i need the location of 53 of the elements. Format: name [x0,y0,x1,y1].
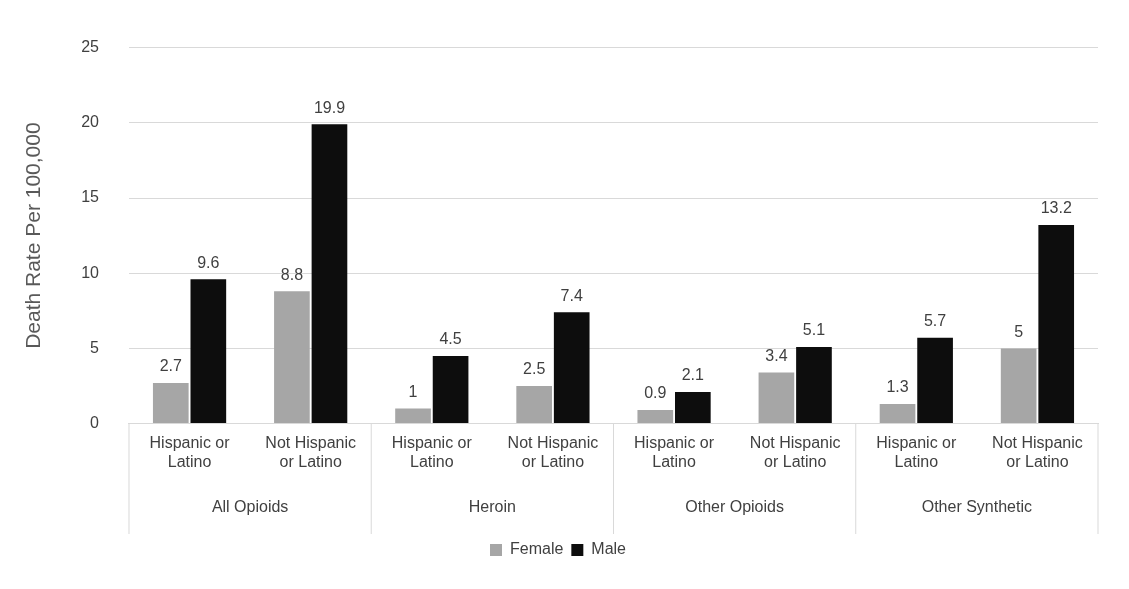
bar [311,124,348,424]
bar [190,279,227,424]
data-label: 3.4 [765,346,788,364]
data-label: 1 [408,382,418,400]
data-label: 4.5 [439,330,462,348]
text: Other Synthetic [921,498,1033,516]
x-tick-label: Not Hispanic or Latino [749,433,841,470]
y-tick-label: 25 [81,38,100,56]
x-tick-label: Not Hispanic or Latino [265,433,357,470]
x-tick-label: Hispanic or Latino [634,433,715,470]
bar [675,392,711,424]
x-tick-label: Not Hispanic or Latino [992,433,1083,470]
y-tick-label: 10 [81,263,100,281]
bar [637,410,674,424]
data-label: 2.1 [681,366,705,384]
x-tick-label: Hispanic or Latino [876,433,957,470]
bar [274,291,310,424]
y-tick-label: 15 [81,188,100,206]
bar [152,382,189,424]
x-tick-label: Hispanic or Latino [391,433,473,470]
data-label: 7.4 [560,286,583,304]
y-tick-label: 0 [90,414,100,432]
data-label: 0.9 [644,384,667,402]
y-tick-label: 20 [81,113,100,131]
x-tick-label: Hispanic or Latino [149,433,231,470]
data-label: 2.7 [159,357,182,375]
data-label: 1.3 [886,378,909,396]
bar [432,355,469,424]
x-tick-label: Not Hispanic or Latino [507,433,599,470]
data-label: 13.2 [1040,199,1072,217]
bar [917,337,953,424]
text: Other Opioids [685,498,784,516]
bar [796,346,832,424]
data-label: 8.8 [280,265,304,283]
data-label: 9.6 [197,253,220,271]
bar [1000,348,1037,424]
bar [879,404,916,424]
bar [516,386,552,424]
text: Heroin [468,498,516,516]
legend-label: Female [509,540,564,558]
data-label: 5.7 [923,312,947,330]
text: All Opioids [211,498,289,516]
bar [395,408,431,424]
data-label: 2.5 [523,360,546,378]
y-tick-label: 5 [90,338,100,356]
data-label: 5 [1014,322,1024,340]
data-label: 19.9 [313,98,346,116]
bar [553,312,590,424]
data-label: 5.1 [802,321,826,339]
y-axis-title: Death Rate Per 100,000 [21,122,45,349]
bar [758,372,795,424]
legend-label: Male [591,540,627,558]
bar [1038,225,1075,424]
